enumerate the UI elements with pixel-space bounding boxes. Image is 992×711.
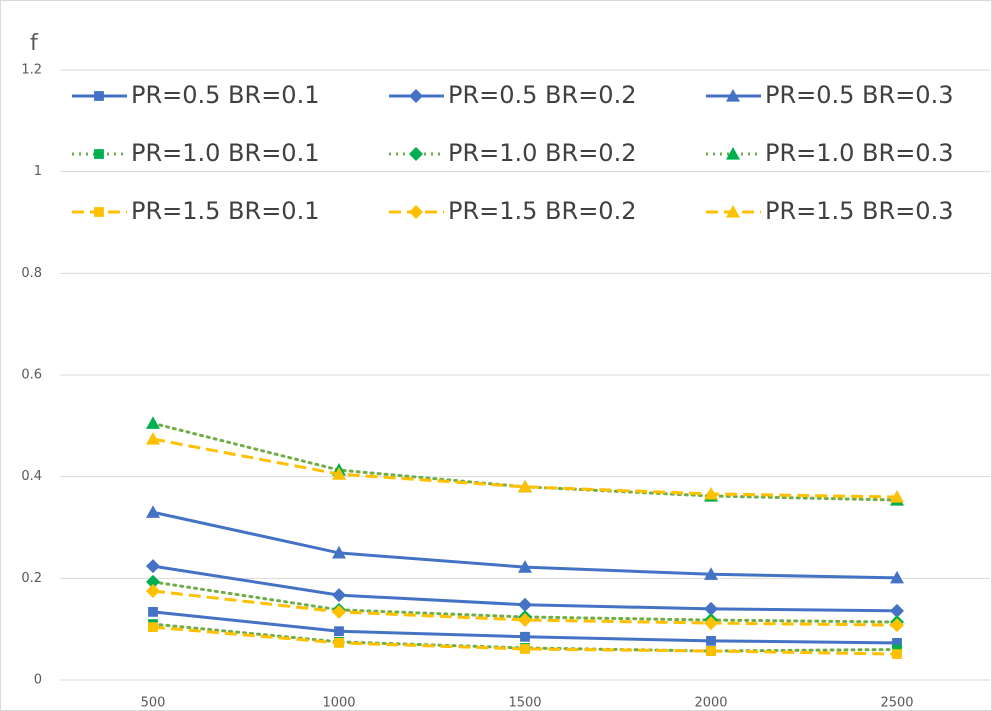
- data-point: [146, 432, 160, 445]
- legend-marker: [726, 205, 740, 218]
- y-tick-label: 1: [34, 164, 42, 179]
- data-point: [890, 490, 904, 503]
- data-point: [518, 613, 532, 628]
- x-tick-label: 2000: [694, 696, 727, 711]
- legend-marker: [726, 147, 740, 160]
- legend-label: PR=1.5 BR=0.2: [448, 197, 636, 225]
- legend-marker: [409, 205, 423, 219]
- legend-marker: [94, 149, 104, 159]
- data-point: [890, 618, 904, 633]
- data-point: [148, 622, 158, 633]
- data-point: [704, 601, 718, 616]
- data-point: [518, 560, 532, 573]
- data-point: [146, 416, 160, 429]
- data-point: [146, 505, 160, 518]
- legend-marker: [409, 89, 423, 103]
- legend-label: PR=0.5 BR=0.2: [448, 81, 636, 109]
- data-point: [146, 559, 160, 574]
- series-line: [152, 589, 898, 627]
- data-point: [146, 574, 160, 589]
- legend-label: PR=1.5 BR=0.1: [131, 197, 319, 225]
- data-point: [706, 635, 716, 646]
- legend-label: PR=1.5 BR=0.3: [765, 197, 953, 225]
- x-tick-label: 1000: [322, 696, 355, 711]
- x-tick-label: 500: [141, 696, 166, 711]
- legend-marker: [94, 91, 104, 101]
- legend-label: PR=1.0 BR=0.2: [448, 139, 636, 167]
- data-point: [892, 649, 902, 659]
- x-tick-label: 1500: [508, 696, 541, 711]
- data-point: [146, 584, 160, 599]
- legend-marker: [409, 147, 423, 161]
- legend-label: PR=0.5 BR=0.3: [765, 81, 953, 109]
- data-point: [518, 597, 532, 612]
- data-point: [332, 467, 346, 480]
- y-axis-label: f: [30, 31, 39, 56]
- data-point: [518, 479, 532, 493]
- data-point: [706, 646, 716, 656]
- data-point: [334, 626, 344, 637]
- data-point: [704, 616, 718, 631]
- data-point: [520, 631, 530, 642]
- x-tick-label: 2500: [880, 696, 913, 711]
- data-point: [704, 486, 718, 500]
- data-point: [704, 567, 718, 580]
- legend-label: PR=1.0 BR=0.3: [765, 139, 953, 167]
- legend-label: PR=1.0 BR=0.1: [131, 139, 319, 167]
- y-tick-label: 0.2: [21, 571, 42, 586]
- legend-marker: [726, 89, 740, 102]
- data-point: [890, 570, 904, 584]
- data-point: [334, 637, 344, 648]
- series-line: [152, 625, 898, 656]
- data-point: [332, 545, 346, 559]
- y-tick-label: 0.6: [21, 368, 42, 383]
- series-line: [152, 437, 898, 499]
- legend-label: PR=0.5 BR=0.1: [131, 81, 319, 109]
- y-tick-label: 1.2: [21, 63, 42, 78]
- data-point: [890, 603, 904, 618]
- y-tick-label: 0.8: [21, 266, 42, 281]
- data-point: [892, 637, 902, 648]
- data-point: [148, 606, 158, 617]
- data-point: [332, 588, 346, 603]
- y-tick-label: 0: [34, 673, 42, 688]
- y-tick-label: 0.4: [21, 469, 42, 484]
- data-point: [520, 644, 530, 654]
- legend-marker: [94, 207, 104, 217]
- data-point: [332, 604, 346, 619]
